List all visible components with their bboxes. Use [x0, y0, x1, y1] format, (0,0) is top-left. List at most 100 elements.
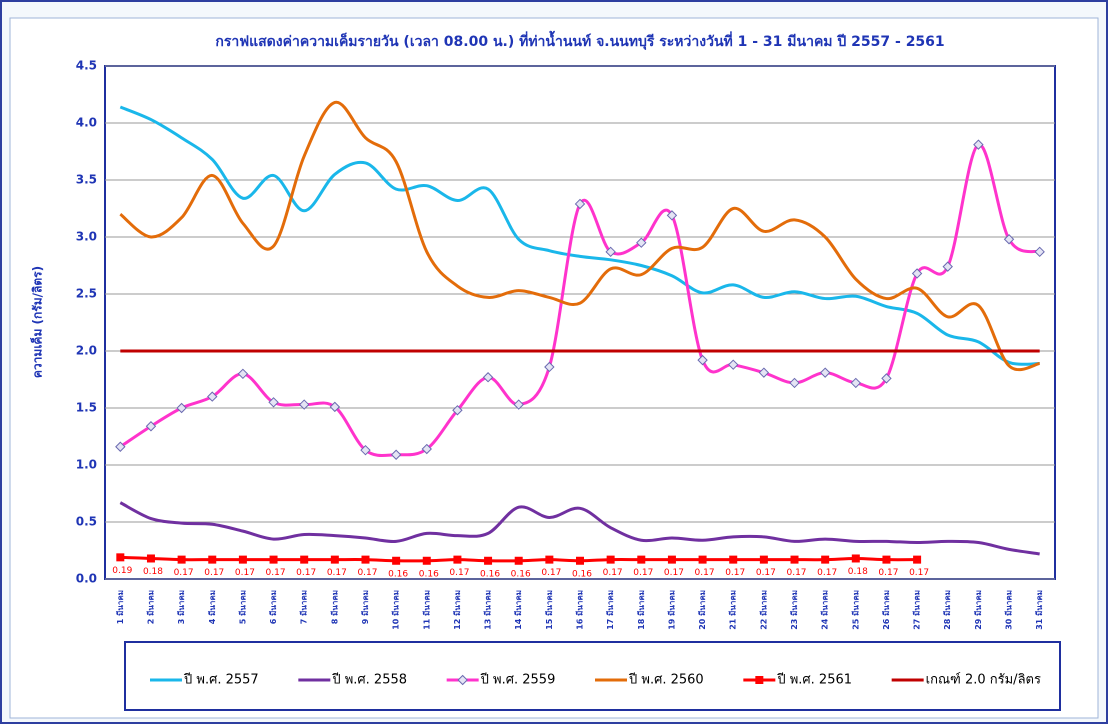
data-label: 0.17 — [725, 568, 745, 578]
data-label: 0.17 — [449, 568, 469, 578]
point — [237, 368, 249, 380]
x-tick-label: 16 มีนาคม — [575, 590, 585, 630]
data-label: 0.17 — [603, 568, 623, 578]
data-label: 0.17 — [541, 568, 561, 578]
legend-label: เกณฑ์ 2.0 กรัม/ลิตร — [926, 672, 1041, 688]
point — [360, 444, 371, 456]
data-label: 0.17 — [633, 568, 653, 578]
point — [330, 555, 339, 564]
x-tick-label: 8 มีนาคม — [329, 590, 339, 624]
y-tick-label: 1.5 — [76, 401, 97, 415]
point — [1003, 234, 1015, 245]
point — [238, 555, 247, 564]
x-tick-label: 17 มีนาคม — [605, 590, 615, 630]
point — [911, 268, 923, 279]
x-tick-label: 7 มีนาคม — [299, 590, 309, 624]
point — [116, 553, 125, 562]
point — [758, 367, 770, 378]
point — [882, 555, 891, 564]
point — [637, 555, 646, 564]
data-label: 0.17 — [327, 568, 347, 578]
point — [269, 555, 278, 564]
point — [208, 555, 217, 564]
point — [666, 210, 678, 221]
point — [207, 391, 218, 402]
point — [755, 676, 764, 684]
point — [422, 556, 431, 565]
y-tick-label: 4.5 — [76, 59, 97, 73]
point — [421, 443, 432, 455]
data-label: 0.17 — [296, 568, 316, 578]
data-label: 0.18 — [848, 567, 868, 577]
x-tick-label: 6 มีนาคม — [268, 590, 278, 624]
data-label: 0.17 — [174, 568, 194, 578]
x-tick-label: 5 มีนาคม — [237, 590, 247, 624]
point — [606, 555, 615, 564]
y-axis-label: ความเค็ม (กรัม/ลิตร) — [30, 266, 45, 378]
point — [177, 555, 186, 564]
series-line — [119, 100, 1041, 372]
legend-label: ปี พ.ศ. 2560 — [628, 672, 704, 688]
x-tick-label: 29 มีนาคม — [973, 590, 983, 630]
x-tick-label: 20 มีนาคม — [697, 590, 707, 630]
point — [821, 555, 830, 564]
point — [851, 554, 860, 563]
data-label: 0.17 — [204, 568, 224, 578]
x-tick-label: 14 มีนาคม — [513, 590, 523, 630]
x-tick-label: 24 มีนาคม — [820, 590, 830, 630]
x-tick-label: 18 มีนาคม — [636, 590, 646, 630]
x-tick-label: 12 มีนาคม — [452, 590, 462, 630]
x-tick-label: 23 มีนาคม — [789, 590, 799, 630]
point — [390, 449, 402, 460]
data-label: 0.18 — [143, 567, 163, 577]
point — [667, 555, 676, 564]
point — [850, 377, 862, 389]
series-line — [119, 143, 1041, 458]
point — [176, 402, 187, 414]
data-label: 0.17 — [266, 568, 286, 578]
x-tick-label: 28 มีนาคม — [942, 590, 952, 630]
plot-area — [104, 65, 1056, 580]
y-tick-label: 1.0 — [76, 458, 97, 472]
point — [973, 139, 984, 150]
data-label: 0.17 — [878, 568, 898, 578]
x-tick-label: 15 มีนาคม — [544, 590, 554, 630]
x-tick-label: 27 มีนาคม — [912, 590, 922, 630]
x-tick-label: 2 มีนาคม — [145, 590, 155, 624]
point — [268, 397, 279, 408]
x-tick-label: 26 มีนาคม — [881, 590, 891, 630]
point — [698, 555, 707, 564]
point — [457, 674, 468, 686]
data-label: 0.17 — [817, 568, 837, 578]
point — [576, 556, 584, 565]
point — [819, 367, 831, 378]
legend-label: ปี พ.ศ. 2559 — [480, 672, 556, 688]
y-tick-label: 2.0 — [76, 344, 97, 358]
point — [145, 421, 157, 432]
legend-label: ปี พ.ศ. 2561 — [776, 672, 852, 688]
y-tick-label: 3.5 — [76, 173, 97, 187]
point — [913, 555, 922, 564]
data-label: 0.16 — [419, 569, 439, 579]
x-tick-label: 19 มีนาคม — [666, 590, 676, 630]
point — [942, 261, 953, 272]
data-label: 0.16 — [572, 569, 592, 579]
point — [453, 555, 462, 564]
x-tick-label: 10 มีนาคม — [391, 590, 401, 630]
x-tick-label: 1 มีนาคม — [115, 590, 125, 624]
point — [329, 401, 341, 413]
series-line — [119, 501, 1040, 556]
legend-label: ปี พ.ศ. 2558 — [331, 672, 407, 688]
point — [514, 556, 523, 565]
point — [728, 359, 739, 370]
point — [1034, 246, 1045, 258]
data-label: 0.16 — [480, 569, 500, 579]
point — [452, 405, 463, 416]
x-tick-label: 25 มีนาคม — [850, 590, 860, 630]
y-tick-label: 0.0 — [76, 572, 97, 586]
x-tick-label: 21 มีนาคม — [728, 590, 738, 630]
point — [300, 555, 309, 564]
x-tick-label: 22 มีนาคม — [758, 590, 768, 630]
data-label: 0.19 — [112, 566, 132, 576]
